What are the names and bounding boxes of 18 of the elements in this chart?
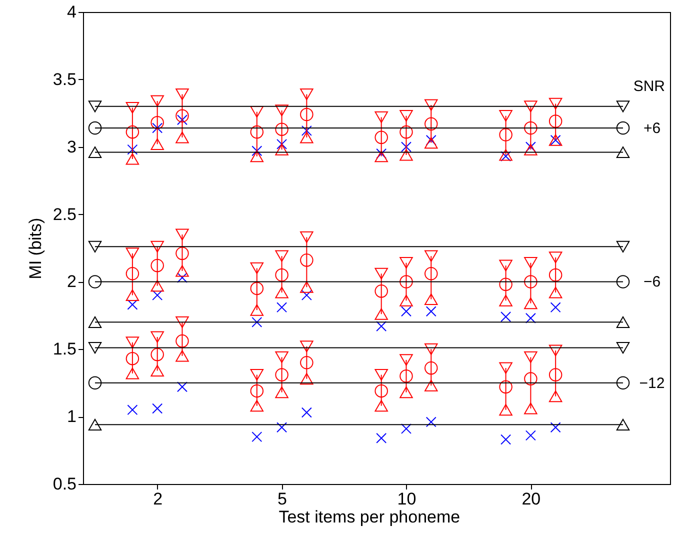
text: −6 bbox=[643, 274, 661, 291]
x-tick-label: 5 bbox=[278, 490, 288, 508]
y-tick-label: 1.5 bbox=[52, 340, 76, 359]
y-tick-label: 3 bbox=[67, 137, 76, 156]
y-tick-label: 3.5 bbox=[52, 70, 76, 89]
text: +6 bbox=[643, 120, 661, 137]
text: SNR bbox=[633, 78, 666, 95]
y-tick-label: 1 bbox=[67, 407, 76, 426]
y-tick-label: 2 bbox=[67, 272, 76, 292]
y-tick-label: 4 bbox=[67, 2, 76, 22]
x-axis-title: Test items per phoneme bbox=[278, 508, 460, 526]
y-tick-label: 2.5 bbox=[52, 204, 76, 224]
y-tick-label: 0.5 bbox=[52, 474, 76, 494]
y-axis-title: MI (bits) bbox=[26, 218, 45, 280]
x-tick-label: 20 bbox=[522, 490, 541, 508]
x-tick-label: 2 bbox=[153, 490, 163, 508]
text: −12 bbox=[639, 374, 665, 392]
x-tick-label: 10 bbox=[397, 490, 416, 508]
